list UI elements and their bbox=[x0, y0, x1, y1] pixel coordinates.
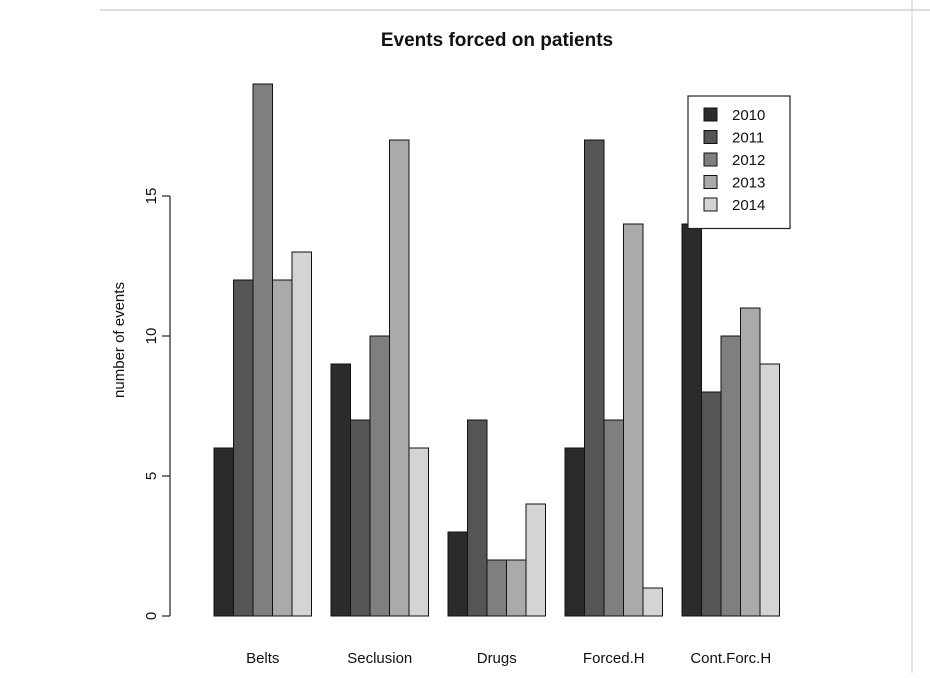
x-category-label: Belts bbox=[246, 650, 279, 667]
y-tick-label: 15 bbox=[143, 188, 160, 205]
legend-swatch-2013 bbox=[703, 175, 718, 189]
bar-belts-2014 bbox=[291, 251, 312, 617]
y-tick-label: 5 bbox=[143, 472, 160, 480]
bar-cont-forc-h-2013 bbox=[740, 307, 761, 617]
x-category-label: Seclusion bbox=[347, 650, 412, 667]
bar-belts-2013 bbox=[272, 279, 293, 617]
bar-cont-forc-h-2010 bbox=[681, 223, 702, 617]
x-category-labels: Belts Seclusion Drugs Forced.H Cont.Forc.H bbox=[246, 650, 771, 667]
bar-cont-forc-h-2014 bbox=[759, 363, 780, 617]
bar-belts-2010 bbox=[213, 447, 234, 617]
legend-swatch-2014 bbox=[703, 197, 718, 212]
bar-forced-h-2010 bbox=[564, 447, 585, 617]
legend-label-2012: 2012 bbox=[732, 152, 765, 169]
bar-seclusion-2010 bbox=[330, 363, 351, 617]
bar-forced-h-2011 bbox=[584, 139, 605, 617]
legend-label-2010: 2010 bbox=[732, 107, 765, 124]
y-axis: 0 5 10 15 bbox=[143, 188, 171, 620]
legend: 2010 2011 2012 2013 2014 bbox=[687, 95, 791, 230]
y-tick-label: 10 bbox=[143, 328, 160, 345]
bar-cont-forc-h-2012 bbox=[720, 335, 741, 617]
legend-label-2013: 2013 bbox=[732, 175, 765, 192]
bar-drugs-2014 bbox=[525, 503, 546, 617]
legend-swatch-2010 bbox=[703, 107, 718, 122]
bar-seclusion-2011 bbox=[350, 419, 371, 617]
bar-seclusion-2012 bbox=[369, 335, 390, 617]
chart-title: Events forced on patients bbox=[381, 30, 613, 51]
y-tick-label: 0 bbox=[143, 612, 160, 620]
legend-swatch-2012 bbox=[703, 152, 718, 167]
bar-belts-2011 bbox=[233, 279, 254, 617]
x-category-label: Forced.H bbox=[583, 650, 645, 667]
bar-drugs-2010 bbox=[447, 531, 468, 617]
bar-cont-forc-h-2011 bbox=[701, 391, 722, 617]
bar-forced-h-2013 bbox=[623, 223, 644, 617]
bar-forced-h-2012 bbox=[603, 419, 624, 617]
bar-drugs-2012 bbox=[486, 559, 507, 617]
bars-group bbox=[213, 83, 780, 617]
bar-belts-2012 bbox=[252, 83, 273, 617]
bar-seclusion-2014 bbox=[408, 447, 429, 617]
x-category-label: Cont.Forc.H bbox=[690, 650, 771, 667]
x-category-label: Drugs bbox=[477, 650, 517, 667]
bar-drugs-2013 bbox=[506, 559, 527, 617]
y-axis-title: number of events bbox=[111, 282, 128, 398]
legend-swatch-2011 bbox=[703, 130, 718, 144]
bar-seclusion-2013 bbox=[389, 139, 410, 617]
bar-forced-h-2014 bbox=[642, 587, 663, 617]
bar-drugs-2011 bbox=[467, 419, 488, 617]
legend-label-2011: 2011 bbox=[732, 130, 764, 147]
legend-label-2014: 2014 bbox=[732, 197, 765, 214]
